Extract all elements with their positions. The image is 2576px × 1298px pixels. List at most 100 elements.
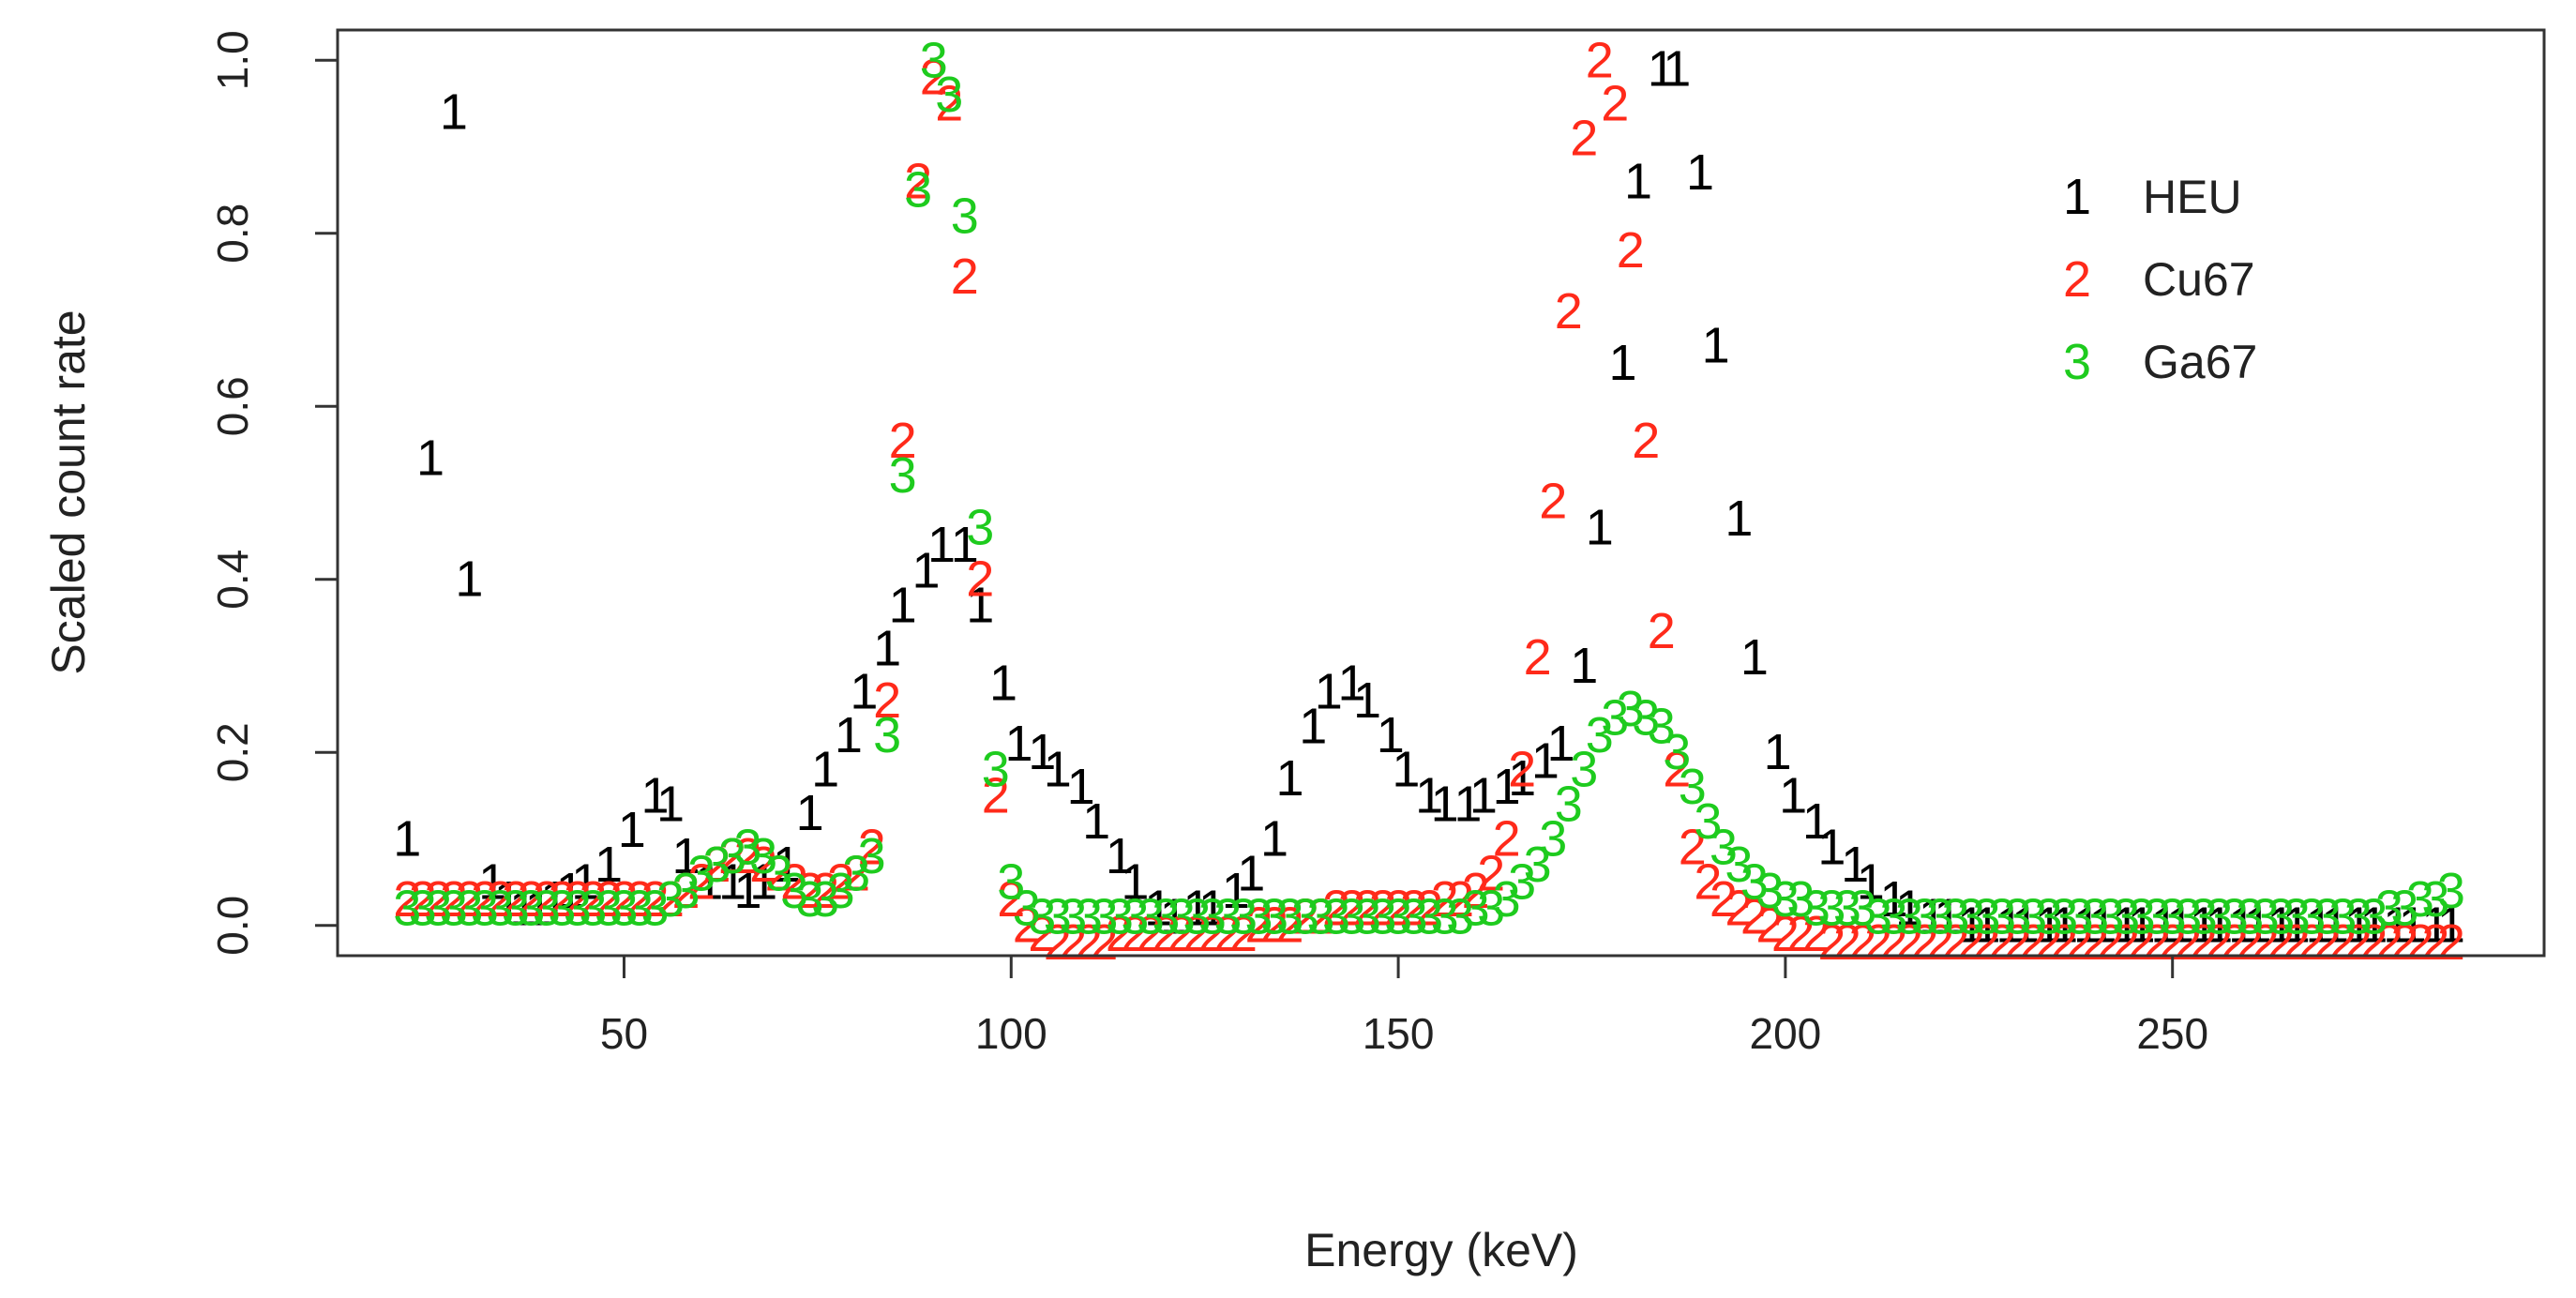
point-cu67: 2 [2236,914,2264,971]
point-ga67: 3 [2221,888,2249,944]
point-ga67: 3 [1121,888,1149,944]
point-cu67: 2 [1244,898,1273,954]
y-axis-title: Scaled count rate [42,309,95,674]
point-ga67: 3 [827,863,855,919]
point-cu67: 2 [1864,914,1892,971]
x-axis: 50 100 150 200 250 [600,954,2208,1058]
point-ga67: 3 [966,499,994,555]
point-cu67: 2 [1152,906,1180,962]
point-cu67: 2 [1462,863,1490,919]
point-cu67: 2 [765,845,793,901]
point-ga67: 3 [409,880,437,936]
point-heu: 1 [1315,664,1343,720]
point-cu67: 2 [1817,914,1845,971]
y-axis: 0.0 0.2 0.4 0.6 0.8 1.0 [208,30,339,956]
point-ga67: 3 [564,880,592,936]
point-cu67: 2 [827,854,855,911]
point-heu: 1 [1957,898,1985,954]
point-cu67: 2 [502,871,530,928]
legend-symbol: 3 [2063,334,2091,390]
point-ga67: 3 [1431,888,1459,944]
point-cu67: 2 [2252,914,2280,971]
point-cu67: 2 [656,871,685,928]
point-heu: 1 [1663,41,1691,98]
point-ga67: 3 [1198,888,1227,944]
point-cu67: 2 [1477,845,1505,901]
point-heu: 1 [2421,898,2449,954]
point-heu: 1 [1740,629,1769,686]
point-ga67: 3 [533,880,561,936]
point-ga67: 3 [2112,888,2140,944]
point-heu: 1 [1415,767,1443,823]
point-cu67: 2 [471,871,499,928]
point-heu: 1 [773,837,801,893]
point-ga67: 3 [858,828,886,884]
series-heu: 1111111111111111111111111111111111111111… [393,41,2465,954]
point-ga67: 3 [1013,880,1041,936]
point-heu: 1 [850,664,878,720]
point-heu: 1 [494,871,522,928]
point-ga67: 3 [2019,888,2047,944]
point-cu67: 2 [1740,888,1769,944]
point-ga67: 3 [935,67,963,123]
point-cu67: 2 [409,871,437,928]
point-cu67: 2 [440,871,468,928]
point-ga67: 3 [2236,888,2264,944]
point-ga67: 3 [2359,888,2388,944]
point-heu: 1 [1996,898,2024,954]
point-heu: 1 [1546,716,1574,772]
point-cu67: 2 [1028,906,1056,962]
point-cu67: 2 [2097,914,2125,971]
point-ga67: 3 [1213,888,1242,944]
point-heu: 1 [873,621,901,677]
point-heu: 1 [811,742,839,798]
point-cu67: 2 [625,871,654,928]
point-ga67: 3 [1988,888,2016,944]
point-cu67: 2 [2406,914,2434,971]
point-cu67: 2 [2112,914,2140,971]
point-cu67: 2 [1275,898,1303,954]
point-heu: 1 [1028,724,1056,780]
point-ga67: 3 [904,162,932,219]
point-ga67: 3 [1260,888,1288,944]
point-ga67: 3 [2050,888,2078,944]
point-cu67: 2 [2297,914,2326,971]
point-heu: 1 [796,785,824,841]
point-cu67: 2 [2344,914,2373,971]
point-heu: 1 [2267,898,2295,954]
point-ga67: 3 [2205,888,2233,944]
point-heu: 1 [2306,898,2334,954]
point-ga67: 3 [2174,888,2202,944]
point-cu67: 2 [610,871,638,928]
point-cu67: 2 [595,871,623,928]
point-cu67: 2 [718,828,746,884]
point-ga67: 3 [2297,888,2326,944]
point-heu: 1 [571,854,599,911]
point-cu67: 2 [2313,914,2342,971]
point-cu67: 2 [1260,898,1288,954]
point-cu67: 2 [1848,914,1876,971]
point-cu67: 2 [1213,906,1242,962]
point-ga67: 3 [920,32,948,88]
point-cu67: 2 [1075,914,1103,971]
point-ga67: 3 [2390,880,2418,936]
point-cu67: 2 [672,863,700,919]
point-heu: 1 [1160,888,1188,944]
point-cu67: 2 [1369,880,1397,936]
point-ga67: 3 [625,880,654,936]
point-ga67: 3 [1555,777,1583,833]
point-ga67: 3 [1075,888,1103,944]
point-ga67: 3 [2143,888,2171,944]
point-heu: 1 [951,517,979,573]
point-cu67: 2 [2019,914,2047,971]
point-cu67: 2 [982,767,1010,823]
point-heu: 1 [2243,898,2271,954]
point-ga67: 3 [2267,888,2295,944]
point-ga67: 3 [1229,888,1258,944]
point-cu67: 2 [1617,222,1645,279]
point-heu: 1 [1469,767,1498,823]
point-cu67: 2 [1679,820,1707,876]
point-ga67: 3 [1895,888,1923,944]
point-ga67: 3 [1183,888,1211,944]
point-heu: 1 [1725,491,1753,547]
